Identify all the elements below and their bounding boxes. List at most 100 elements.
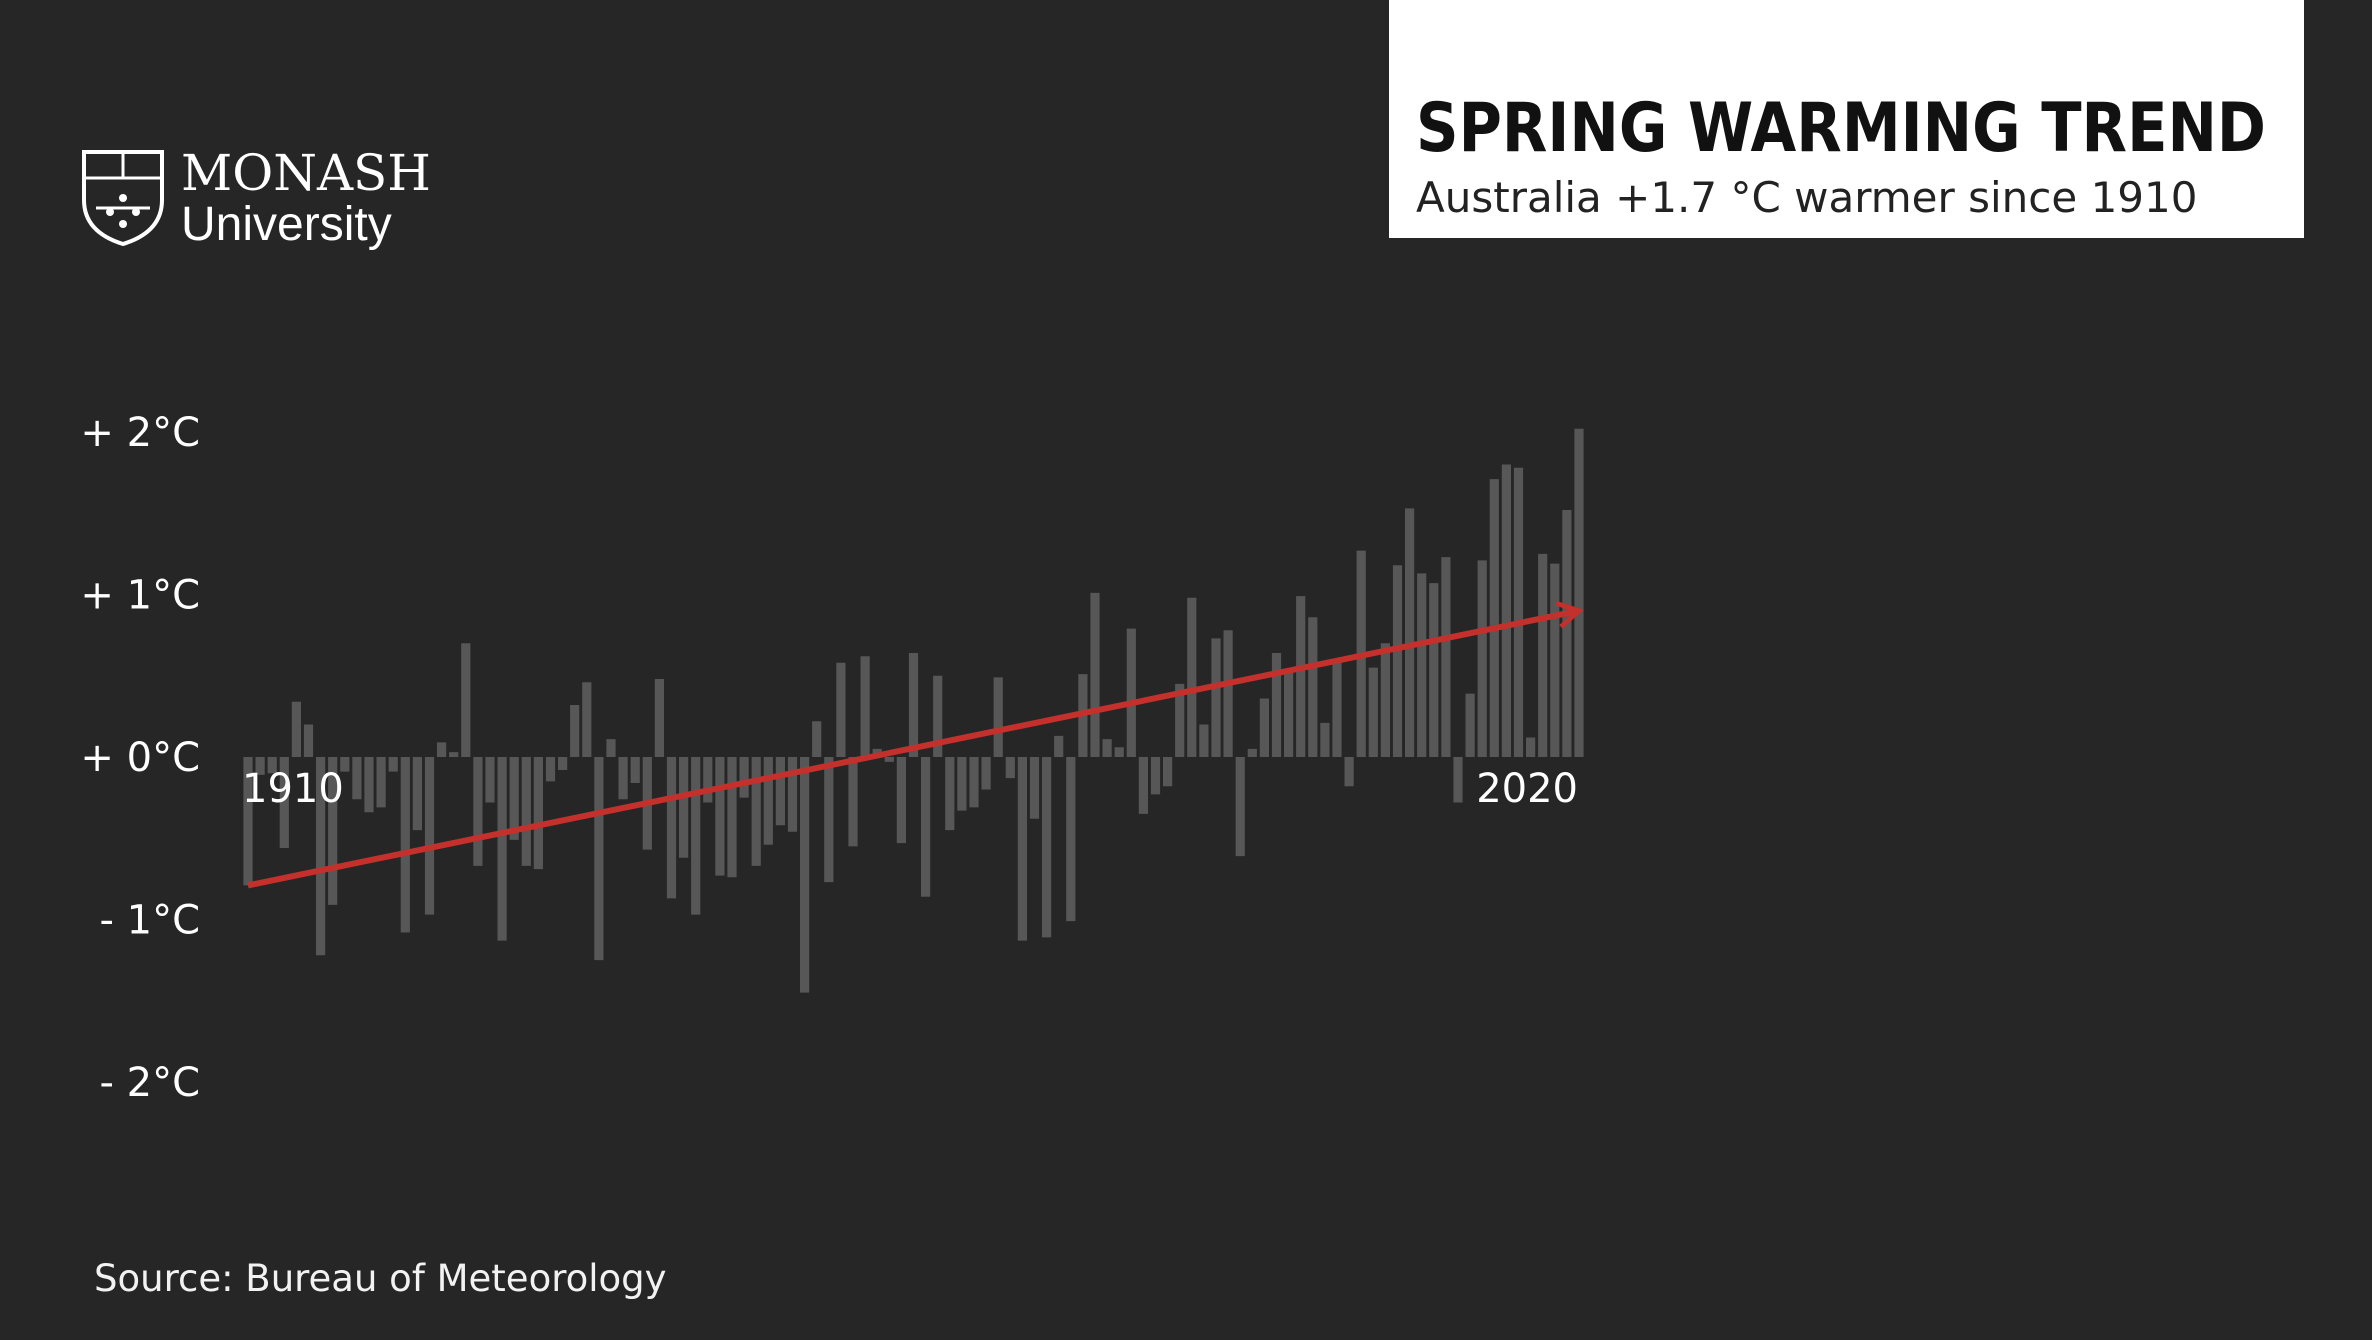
bar: [412, 757, 422, 831]
bar: [1308, 617, 1318, 757]
bar: [1211, 638, 1221, 757]
bar: [993, 677, 1003, 757]
bar: [630, 757, 640, 783]
trend-arrow: [247, 600, 1584, 889]
source-note: Source: Bureau of Meteorology: [94, 1257, 667, 1300]
bar: [316, 757, 326, 956]
bar: [860, 656, 870, 757]
bar: [763, 757, 773, 845]
bar: [1477, 560, 1487, 757]
bar: [1017, 757, 1027, 941]
bar: [884, 757, 894, 762]
bar: [1489, 479, 1499, 757]
plot-area: + 2°C + 1°C + 0°C - 1°C - 2°C 1910 2020: [80, 410, 1584, 1106]
bar: [400, 757, 410, 933]
bar: [812, 721, 822, 757]
y-tick-label: + 1°C: [80, 573, 200, 619]
bar: [606, 739, 616, 757]
bar: [1562, 510, 1572, 757]
bar: [679, 757, 689, 858]
bar: [1320, 722, 1330, 757]
logo-name: MONASH: [181, 144, 431, 202]
bar: [1005, 757, 1015, 779]
bar: [1574, 428, 1584, 757]
bar: [1550, 563, 1560, 757]
bar: [485, 757, 495, 803]
bar: [424, 757, 435, 915]
bar: [328, 757, 338, 905]
bar: [1223, 630, 1233, 757]
bar: [1090, 592, 1100, 757]
bar: [945, 757, 955, 831]
bar: [836, 662, 846, 757]
bar: [1441, 557, 1451, 757]
bar: [1453, 757, 1463, 803]
bar: [1380, 643, 1390, 757]
bar: [364, 757, 374, 813]
bar: [279, 757, 289, 848]
bar: [582, 682, 592, 757]
logo-star: [132, 208, 140, 216]
y-tick-label: + 0°C: [80, 735, 200, 781]
bar: [933, 675, 943, 757]
bar: [1066, 757, 1076, 922]
logo-shield: [82, 150, 164, 247]
bar: [1102, 739, 1112, 757]
bar: [1054, 735, 1064, 757]
bar: [666, 757, 677, 899]
bar: [1284, 669, 1294, 757]
bar: [545, 757, 556, 782]
bar: [1199, 724, 1209, 757]
bar: [739, 757, 749, 798]
bar: [497, 757, 507, 941]
bar: [533, 757, 543, 870]
bar: [376, 757, 386, 808]
logo: MONASH University: [82, 144, 431, 251]
chart-subtitle: Australia +1.7 °C warmer since 1910: [1416, 173, 2197, 222]
bar: [1417, 573, 1427, 757]
bar: [267, 757, 277, 774]
bar: [521, 757, 531, 866]
bar: [1029, 757, 1040, 819]
bar: [291, 701, 301, 757]
bar: [352, 757, 362, 800]
bar: [969, 757, 979, 808]
y-tick-label: + 2°C: [80, 410, 200, 456]
bar: [449, 752, 459, 757]
bar: [775, 757, 785, 826]
logo-star: [119, 194, 127, 202]
bar: [727, 757, 737, 878]
bar: [594, 757, 604, 961]
bar: [509, 757, 519, 840]
bar: [1513, 467, 1524, 757]
bar: [1259, 698, 1269, 757]
bar: [800, 757, 810, 993]
bar: [957, 757, 967, 811]
logo-star: [119, 220, 127, 228]
bar: [691, 757, 701, 915]
bar: [1235, 757, 1245, 857]
bar: [787, 757, 798, 832]
logo-subname: University: [181, 198, 392, 251]
bar: [981, 757, 991, 790]
bar: [1247, 748, 1257, 757]
bar: [654, 679, 664, 757]
bar: [703, 757, 713, 803]
chart-title: SPRING WARMING TREND: [1416, 89, 2266, 168]
bar: [1150, 757, 1161, 795]
bar: [1042, 757, 1052, 938]
bar: [1332, 662, 1342, 757]
bar: [243, 757, 253, 886]
bar: [1501, 464, 1511, 757]
bar: [570, 705, 580, 757]
x-tick-label: 2020: [1476, 766, 1578, 812]
logo-star: [106, 208, 114, 216]
bar: [1114, 747, 1124, 757]
bar: [921, 757, 931, 897]
bar: [1465, 693, 1475, 757]
bar: [1187, 597, 1197, 757]
bar: [340, 757, 350, 772]
y-tick-label: - 1°C: [99, 898, 200, 944]
bar: [558, 757, 568, 770]
